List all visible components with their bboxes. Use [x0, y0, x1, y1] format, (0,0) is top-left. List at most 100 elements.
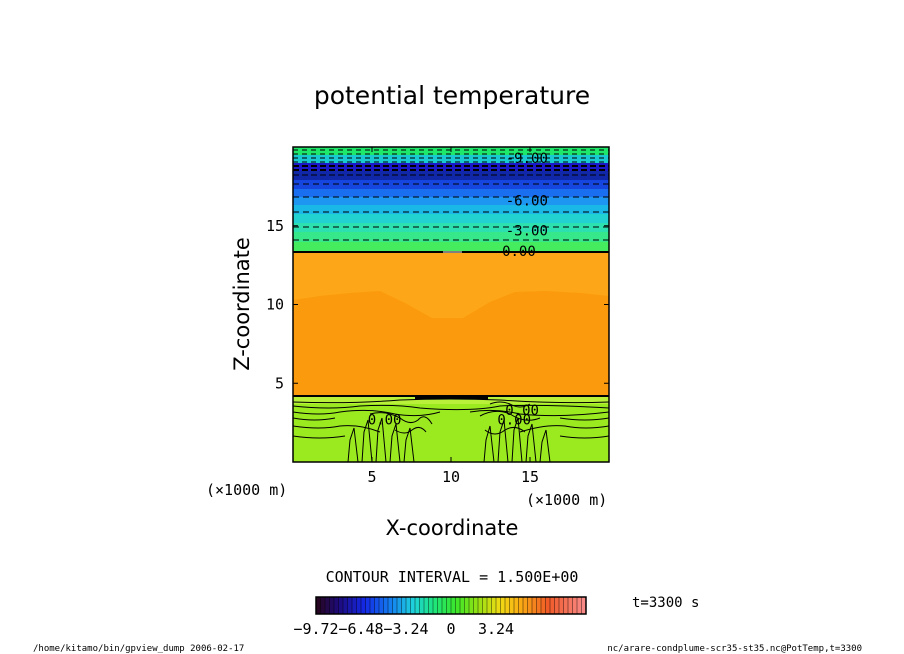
colorbar-tick-label-3: 0 — [446, 620, 455, 638]
colorbar-cell-38 — [486, 596, 493, 615]
colorbar-cell-5 — [338, 596, 344, 615]
colorbar-cell-9 — [356, 596, 362, 615]
colorbar-cell-49 — [536, 596, 542, 615]
colorbar-tick-label-0: −9.72 — [293, 620, 338, 638]
colorbar-cell-14 — [378, 596, 385, 615]
field-band-5 — [293, 180, 609, 189]
contour-lines-upper — [293, 149, 609, 253]
colorbar-cell-48 — [531, 596, 538, 615]
colorbar-cell-29 — [446, 596, 452, 615]
colorbar-cell-53 — [554, 596, 560, 615]
colorbar-cell-1 — [320, 596, 326, 615]
colorbar-cell-16 — [387, 596, 394, 615]
field-band-7 — [293, 197, 609, 205]
colorbar-cell-28 — [441, 596, 448, 615]
colorbar-cell-25 — [428, 596, 434, 615]
colorbar-cell-2 — [324, 596, 331, 615]
x-tick-label-1: 10 — [442, 468, 460, 486]
field-band-9 — [293, 214, 609, 223]
colorbar-cell-24 — [423, 596, 430, 615]
colorbar-cell-39 — [491, 596, 497, 615]
y-axis-unit: (×1000 m) — [206, 481, 287, 499]
y-tick-label-1: 10 — [266, 296, 284, 314]
contour-label-0: -9.00 — [506, 151, 548, 167]
colorbar-cell-58 — [576, 596, 583, 615]
x-axis-unit: (×1000 m) — [526, 491, 607, 509]
footer-left: /home/kitamo/bin/gpview_dump 2006-02-17 — [33, 644, 244, 654]
contour-lines-lower — [293, 395, 609, 462]
contour-label-1: -6.00 — [506, 194, 548, 210]
x-axis-ticks: 5 10 15 — [367, 147, 539, 486]
x-tick-label-2: 15 — [521, 468, 539, 486]
colorbar-cell-15 — [383, 596, 389, 615]
colorbar-cell-13 — [374, 596, 380, 615]
field-band-8 — [293, 205, 609, 214]
colorbar-cell-36 — [477, 596, 484, 615]
colorbar-cell-54 — [558, 596, 565, 615]
colorbar-cell-45 — [518, 596, 524, 615]
colorbar-cell-11 — [365, 596, 371, 615]
colorbar-ticks: −9.72 −6.48 −3.24 0 3.24 — [293, 620, 514, 638]
colorbar-frame — [315, 596, 587, 615]
colorbar-cell-21 — [410, 596, 416, 615]
colorbar-tick-label-1: −6.48 — [338, 620, 383, 638]
y-tick-label-0: 5 — [275, 374, 284, 392]
y-axis-ticks: 5 10 15 — [266, 217, 609, 392]
colorbar-cell-47 — [527, 596, 533, 615]
plot-area: -9.00-6.00-3.000.000.00 0.000.00 5 10 15 51… — [266, 146, 610, 486]
colorbar-cell-22 — [414, 596, 421, 615]
colorbar-cell-19 — [401, 596, 407, 615]
contour-interval-label: CONTOUR INTERVAL = 1.500E+00 — [326, 568, 579, 586]
x-tick-label-0: 5 — [367, 468, 376, 486]
colorbar-cell-26 — [432, 596, 439, 615]
colorbar-cell-52 — [549, 596, 556, 615]
field-band-6 — [293, 189, 609, 197]
colorbar-tick-label-2: −3.24 — [383, 620, 428, 638]
colorbar-tick-label-4: 3.24 — [478, 620, 514, 638]
contour-label-3: 0.00 — [502, 244, 536, 260]
colorbar-cell-56 — [567, 596, 574, 615]
field-band-10 — [293, 223, 609, 232]
x-axis-label: X-coordinate — [386, 516, 519, 540]
y-tick-label-2: 15 — [266, 217, 284, 235]
colorbar-cell-55 — [563, 596, 569, 615]
colorbar-cell-27 — [437, 596, 443, 615]
field-band-2 — [293, 155, 609, 163]
colorbar-cell-41 — [500, 596, 506, 615]
colorbar-cell-20 — [405, 596, 412, 615]
footer-right: nc/arare-condplume-scr35-st35.nc@PotTemp… — [607, 644, 862, 654]
colorbar-cell-30 — [450, 596, 457, 615]
contour-label-2: -3.00 — [506, 223, 548, 239]
contour-field — [293, 147, 609, 462]
colorbar-cell-8 — [351, 596, 358, 615]
colorbar-cell-34 — [468, 596, 475, 615]
colorbar-cell-35 — [473, 596, 479, 615]
colorbar-cell-17 — [392, 596, 398, 615]
colorbar-cell-51 — [545, 596, 551, 615]
colorbar-cell-32 — [459, 596, 466, 615]
colorbar: −9.72 −6.48 −3.24 0 3.24 — [293, 596, 587, 638]
y-axis-label: Z-coordinate — [230, 237, 254, 371]
colorbar-cell-7 — [347, 596, 353, 615]
colorbar-cell-4 — [333, 596, 340, 615]
chart-title: potential temperature — [314, 81, 590, 110]
colorbar-cell-37 — [482, 596, 488, 615]
field-lower-band — [293, 396, 609, 404]
colorbar-cell-44 — [513, 596, 520, 615]
colorbar-cell-40 — [495, 596, 502, 615]
field-band-12 — [293, 242, 609, 252]
contour-label-4: 0.00 — [368, 412, 402, 428]
contour-labels: -9.00-6.00-3.000.000.00 0.000.00 — [368, 151, 548, 428]
colorbar-cell-42 — [504, 596, 511, 615]
colorbar-cell-50 — [540, 596, 547, 615]
colorbar-cell-46 — [522, 596, 529, 615]
colorbar-cell-18 — [396, 596, 403, 615]
contour-label-6: 0.00 — [505, 403, 539, 419]
colorbar-cell-12 — [369, 596, 376, 615]
colorbar-cell-33 — [464, 596, 470, 615]
contour-label-5: 0.00 — [497, 412, 531, 428]
field-band-11 — [293, 232, 609, 242]
colorbar-cell-10 — [360, 596, 367, 615]
colorbar-cell-57 — [572, 596, 578, 615]
colorbar-cell-31 — [455, 596, 461, 615]
